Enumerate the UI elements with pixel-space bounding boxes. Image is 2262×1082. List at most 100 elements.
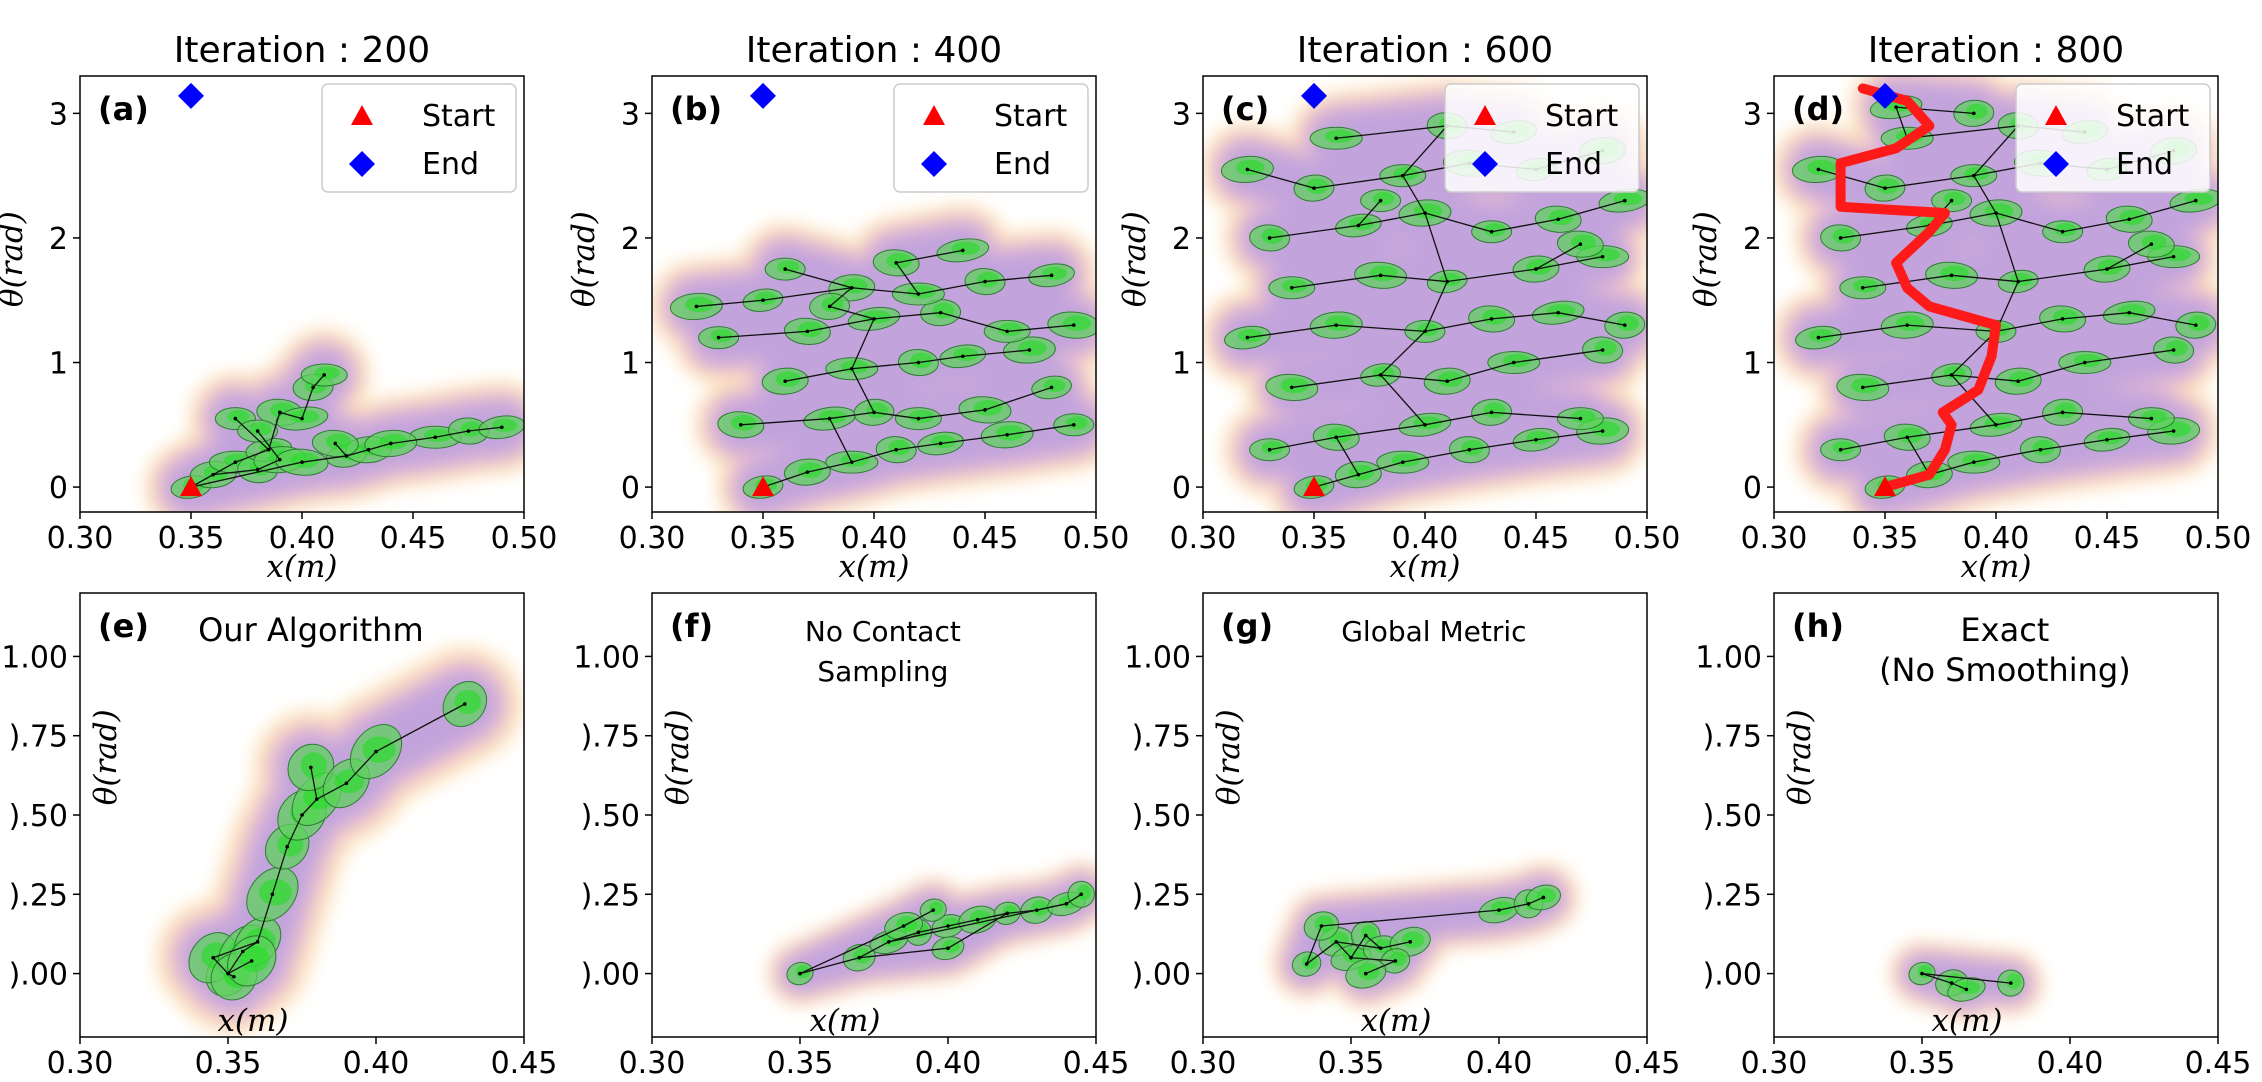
tree-node: [1600, 254, 1605, 259]
panel-annotation: Our Algorithm: [198, 611, 424, 649]
tree-node: [961, 354, 965, 359]
tree-edge: [1558, 312, 1625, 326]
tree-edge: [301, 798, 318, 816]
y-tick-label: ).50: [9, 799, 68, 834]
tree-node: [2016, 279, 2020, 284]
x-tick-label: 0.45: [952, 521, 1019, 556]
panel-c: 0.30 0.35 0.40 0.45 0.50 0 1 2 3 x(m) θ(rad) Iterat…: [1117, 30, 1680, 585]
covariance-ellipse-core: [300, 752, 328, 779]
tree-node: [857, 955, 861, 960]
tree-node: [1623, 323, 1627, 327]
tree-edge: [1350, 957, 1396, 962]
x-tick-label: 0.40: [269, 521, 336, 556]
tree-node: [1894, 105, 1898, 109]
panel-label: (d): [1792, 90, 1844, 128]
tree-node: [1949, 198, 1954, 203]
panel-title: Iteration : 200: [174, 30, 430, 71]
tree-edge: [2106, 430, 2174, 441]
covariance-ellipse-core: [777, 260, 800, 274]
legend-end-marker: [1472, 151, 1498, 177]
tree-node: [344, 781, 349, 786]
tree-node: [1334, 136, 1338, 141]
tree-edge: [1365, 960, 1396, 975]
tree-edge: [1995, 318, 2063, 333]
y-axis-label: θ(rad): [1688, 211, 1724, 307]
covariance-ellipse-core: [1062, 315, 1092, 331]
panel-title: Iteration : 400: [746, 30, 1002, 71]
end-marker: [1301, 82, 1327, 109]
tree-node: [2171, 429, 2176, 433]
tree-node: [1905, 323, 1909, 327]
tree-edge: [368, 442, 391, 451]
covariance-ellipse-core: [1324, 315, 1354, 331]
plot-content: [1890, 941, 2043, 1022]
tree-node: [1534, 437, 1538, 442]
tree-node: [1578, 416, 1583, 421]
tree-edge: [1558, 199, 1625, 220]
covariance-ellipse-core: [454, 690, 481, 714]
tree-node: [500, 425, 504, 430]
y-tick-label: 1.00: [1124, 640, 1191, 675]
panel-label: (g): [1221, 607, 1273, 645]
x-tick-label: 0.40: [343, 1046, 410, 1081]
covariance-ellipse-core: [973, 400, 1003, 416]
tree-edge: [718, 330, 808, 339]
tree-edge: [1995, 411, 2063, 426]
annotation-line: Global Metric: [1341, 615, 1526, 648]
panel-title: Iteration : 800: [1868, 30, 2124, 71]
tree-node: [1838, 447, 1843, 452]
covariance-ellipse-core: [1877, 178, 1899, 194]
tree-edge: [1907, 125, 2019, 139]
tree-node: [1445, 279, 1449, 284]
x-tick-label: 0.40: [2037, 1046, 2104, 1081]
x-tick-label: 0.45: [2074, 521, 2141, 556]
tree-node: [270, 892, 275, 897]
tree-node: [255, 940, 260, 944]
tree-edge: [918, 280, 986, 295]
tree-node: [463, 702, 467, 706]
y-tick-label: 2: [621, 222, 640, 257]
covariance-ellipse-core: [1018, 340, 1047, 356]
tree-edges: [694, 248, 1076, 489]
end-marker: [178, 82, 204, 109]
y-tick-label: 1: [49, 347, 68, 382]
y-tick-label: 1.00: [1695, 640, 1762, 675]
tree-edge: [1447, 361, 1514, 382]
covariance-ellipse-core: [1237, 329, 1264, 343]
tree-node: [433, 435, 438, 440]
tree-node: [1972, 111, 1976, 116]
x-axis-label: x(m): [809, 1003, 880, 1039]
tree-edge: [1973, 449, 2041, 463]
x-tick-label: 0.50: [491, 521, 558, 556]
panel-label: (c): [1221, 90, 1269, 128]
tree-node: [1072, 323, 1076, 327]
tree-node: [1049, 273, 1054, 278]
tree-node: [2016, 379, 2020, 384]
y-tick-label: 3: [1743, 97, 1762, 132]
tree-edge: [212, 461, 236, 476]
x-tick-label: 0.45: [491, 1046, 558, 1081]
tree-node: [761, 298, 765, 303]
covariance-ellipse-core: [258, 879, 292, 906]
tree-edge: [1358, 212, 1426, 227]
covariance-ellipse-core: [1342, 948, 1366, 963]
x-tick-label: 0.30: [1170, 521, 1237, 556]
y-tick-label: ).00: [1132, 958, 1191, 993]
legend-end-label: End: [2116, 147, 2173, 182]
tree-node: [1267, 236, 1272, 240]
y-tick-label: ).75: [581, 720, 640, 755]
tree-edge: [346, 449, 369, 457]
legend-end-marker: [2043, 151, 2069, 177]
tree-edge: [1424, 212, 1492, 233]
tree-node: [211, 472, 215, 477]
tree-edge: [1424, 318, 1492, 333]
tree-node: [1905, 435, 1909, 440]
tree-edge: [1357, 200, 1382, 226]
tree-node: [255, 467, 260, 472]
tree-edge: [1491, 218, 1559, 233]
tree-edge: [256, 894, 274, 943]
tree-edge: [1513, 349, 1603, 364]
tree-node: [1364, 971, 1368, 976]
tree-node: [1349, 955, 1353, 960]
tree-node: [1267, 447, 1272, 452]
